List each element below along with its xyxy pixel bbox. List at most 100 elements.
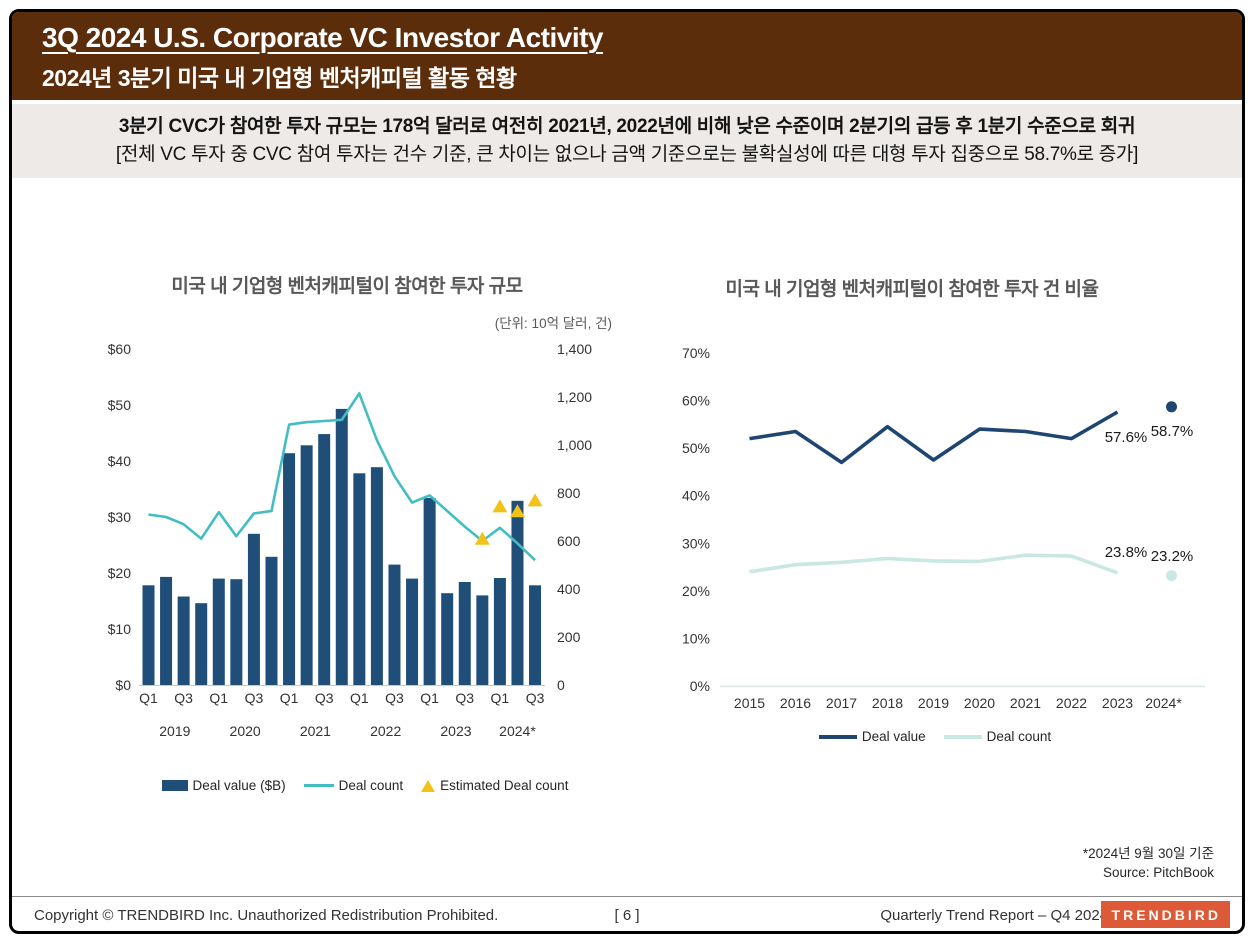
estimated-deal-count-marker-2024 Q3 — [527, 493, 543, 507]
bar-2024 Q1 — [493, 578, 506, 685]
bar-2022 Q3 — [388, 564, 401, 685]
bar-2024 Q3 — [529, 585, 542, 685]
footer: Copyright © TRENDBIRD Inc. Unauthorized … — [12, 897, 1242, 931]
legend-label: Estimated Deal count — [440, 778, 569, 793]
bar-2020 Q2 — [230, 579, 243, 685]
page-subtitle: 2024년 3분기 미국 내 기업형 벤처캐피털 활동 현황 — [42, 65, 517, 91]
x-quarter-tick: Q3 — [385, 690, 404, 706]
deal-size-legend: Deal value ($B) Deal count Estimated Dea… — [95, 778, 635, 793]
bar-2020 Q3 — [247, 533, 260, 685]
bar-2021 Q4 — [335, 408, 348, 685]
x-year-tick: 2017 — [826, 695, 857, 711]
right-axis-tick: 0 — [557, 677, 565, 693]
bar-2021 Q1 — [283, 453, 296, 685]
bar-2019 Q3 — [177, 596, 190, 685]
x-quarter-tick: Q1 — [280, 690, 299, 706]
y-axis-tick: 60% — [682, 393, 710, 409]
right-axis-tick: 200 — [557, 629, 581, 645]
y-axis-tick: 70% — [682, 345, 710, 361]
y-axis-tick: 0% — [690, 678, 710, 694]
bar-2023 Q3 — [458, 582, 471, 685]
summary-line-2: [전체 VC 투자 중 CVC 참여 투자는 건수 기준, 큰 차이는 없으나 … — [115, 144, 1139, 165]
y-axis-tick: 40% — [682, 488, 710, 504]
footer-copyright: Copyright © TRENDBIRD Inc. Unauthorized … — [34, 907, 499, 924]
x-year-tick: 2016 — [780, 695, 811, 711]
right-axis-tick: 1,000 — [557, 437, 592, 453]
bar-2023 Q1 — [423, 498, 436, 685]
x-quarter-tick: Q1 — [139, 690, 158, 706]
left-axis-tick: $40 — [108, 453, 132, 469]
bar-2021 Q2 — [300, 445, 313, 685]
estimated-deal-count-marker-2023 Q4 — [474, 531, 490, 545]
trendbird-logo: TRENDBIRD — [1100, 901, 1230, 928]
deal-ratio-chart: 0% 10% 20% 30% 40% 50% 60% 70% 2015 2016 2017 2018 2… — [660, 330, 1220, 730]
x-year-tick: 2023 — [440, 723, 471, 739]
x-quarter-tick: Q3 — [315, 690, 334, 706]
right-axis-tick: 1,400 — [557, 341, 592, 357]
x-year-tick: 2015 — [734, 695, 765, 711]
page-title: 3Q 2024 U.S. Corporate VC Investor Activ… — [42, 22, 604, 53]
legend-item-deal-value-ratio: Deal value — [818, 729, 926, 744]
bar-2023 Q2 — [441, 593, 454, 685]
left-axis-tick: $20 — [108, 565, 132, 581]
x-year-tick: 2024* — [1145, 695, 1182, 711]
legend-item-estimated-deal-count: Estimated Deal count — [421, 778, 568, 793]
deal-ratio-chart-title: 미국 내 기업형 벤처캐피털이 참여한 투자 건 비율 — [725, 279, 1099, 300]
summary-line-1: 3분기 CVC가 참여한 투자 규모는 178억 달러로 여전히 2021년, … — [118, 116, 1136, 137]
y-axis-tick: 50% — [682, 440, 710, 456]
deal-value-2024-label: 58.7% — [1151, 423, 1194, 440]
deal-count-2024-label: 23.2% — [1151, 548, 1194, 565]
left-axis-tick: $10 — [108, 621, 132, 637]
deal-value-line-swatch-icon — [818, 734, 857, 739]
legend-label: Deal value — [861, 729, 926, 744]
slide: 3Q 2024 U.S. Corporate VC Investor Activ… — [9, 9, 1245, 934]
page-number: [ 6 ] — [614, 907, 640, 924]
estimated-deal-count-marker-2024 Q1 — [492, 499, 508, 513]
x-quarter-tick: Q3 — [455, 690, 474, 706]
x-quarter-tick: Q1 — [350, 690, 369, 706]
x-quarter-tick: Q1 — [491, 690, 510, 706]
right-axis-tick: 800 — [557, 485, 581, 501]
x-year-tick: 2020 — [230, 723, 261, 739]
x-year-tick: 2019 — [159, 723, 190, 739]
deal-count-line — [148, 392, 536, 562]
legend-item-deal-count-ratio: Deal count — [943, 729, 1052, 744]
x-quarter-tick: Q3 — [245, 690, 264, 706]
x-quarter-tick: Q3 — [174, 690, 193, 706]
left-axis-tick: $50 — [108, 397, 132, 413]
estimated-triangle-icon — [421, 779, 436, 792]
deal-count-2024-point — [1166, 570, 1177, 582]
x-year-tick: 2021 — [1010, 695, 1041, 711]
deal-count-line — [749, 553, 1119, 575]
footer-divider — [12, 896, 1242, 897]
left-axis-tick: $30 — [108, 509, 132, 525]
x-year-tick: 2023 — [1102, 695, 1133, 711]
bar-2021 Q3 — [318, 434, 331, 685]
y-axis-tick: 10% — [682, 630, 710, 646]
y-axis-tick: 20% — [682, 583, 710, 599]
source-note: Source: PitchBook — [1102, 865, 1214, 880]
deal-value-line — [749, 410, 1119, 465]
estimated-deal-count-marker-2024 Q2 — [509, 504, 525, 518]
deal-count-line-swatch-icon — [943, 734, 982, 739]
x-year-tick: 2018 — [872, 695, 903, 711]
bar-2020 Q4 — [265, 556, 278, 685]
left-axis-tick: $0 — [115, 677, 131, 693]
slide-header: 3Q 2024 U.S. Corporate VC Investor Activ… — [12, 12, 1242, 100]
legend-label: Deal count — [986, 729, 1052, 744]
left-axis-tick: $60 — [108, 341, 132, 357]
deal-size-chart-svg: $0 $10 $20 $30 $40 $50 $60 0 200 400 600 800 1,000 1,… — [108, 341, 593, 739]
bar-2022 Q2 — [370, 467, 383, 685]
report-name: Quarterly Trend Report – Q4 2024 — [880, 907, 1108, 924]
x-year-tick: 2024* — [499, 723, 536, 739]
summary-box: 3분기 CVC가 참여한 투자 규모는 178억 달러로 여전히 2021년, … — [12, 104, 1242, 178]
x-year-tick: 2020 — [964, 695, 995, 711]
deal-ratio-legend: Deal value Deal count — [660, 729, 1210, 744]
asof-note: *2024년 9월 30일 기준 — [1082, 846, 1214, 861]
legend-label: Deal value ($B) — [192, 778, 286, 793]
deal-size-chart: $0 $10 $20 $30 $40 $50 $60 0 200 400 600 800 1,000 1,… — [95, 330, 635, 765]
right-axis-tick: 400 — [557, 581, 581, 597]
bar-2019 Q1 — [142, 585, 155, 685]
legend-label: Deal count — [338, 778, 404, 793]
right-axis-tick: 1,200 — [557, 389, 592, 405]
